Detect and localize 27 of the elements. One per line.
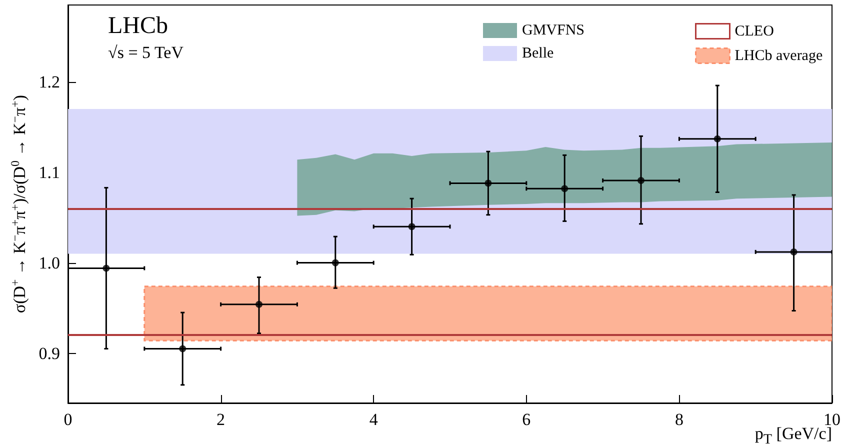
point: [714, 135, 721, 142]
x-tick-label: 0: [64, 410, 72, 429]
y-tick-label: 1.1: [38, 162, 60, 182]
annotation: LHCb: [108, 13, 168, 39]
point: [179, 345, 186, 352]
y-tick-label: 1.2: [38, 72, 60, 92]
y-tick-label: 0.9: [38, 344, 60, 363]
point: [638, 176, 644, 184]
point: [790, 248, 798, 256]
legend-label: Belle: [522, 46, 554, 62]
text: σ(D+ → K−π+π+)/σ(D0 → K−π+): [8, 94, 29, 314]
point: [102, 264, 110, 272]
x-tick-label: 8: [674, 410, 684, 429]
annotation: √s = 5 TeV: [108, 43, 184, 62]
legend-label: CLEO: [734, 23, 774, 40]
x-tick-label: 6: [522, 410, 531, 429]
legend-label: GMVFNS: [522, 22, 585, 38]
point: [332, 259, 339, 266]
legend-label: LHCb average: [734, 48, 823, 64]
x-tick-label: 4: [369, 410, 378, 429]
point: [561, 185, 568, 192]
y-tick-label: 1.0: [38, 253, 60, 272]
point: [484, 180, 492, 187]
x-axis-title: p$_{T}$ [GeV/c]: [754, 424, 832, 448]
x-tick-label: 2: [216, 410, 226, 429]
point: [256, 300, 262, 308]
point: [408, 223, 416, 230]
